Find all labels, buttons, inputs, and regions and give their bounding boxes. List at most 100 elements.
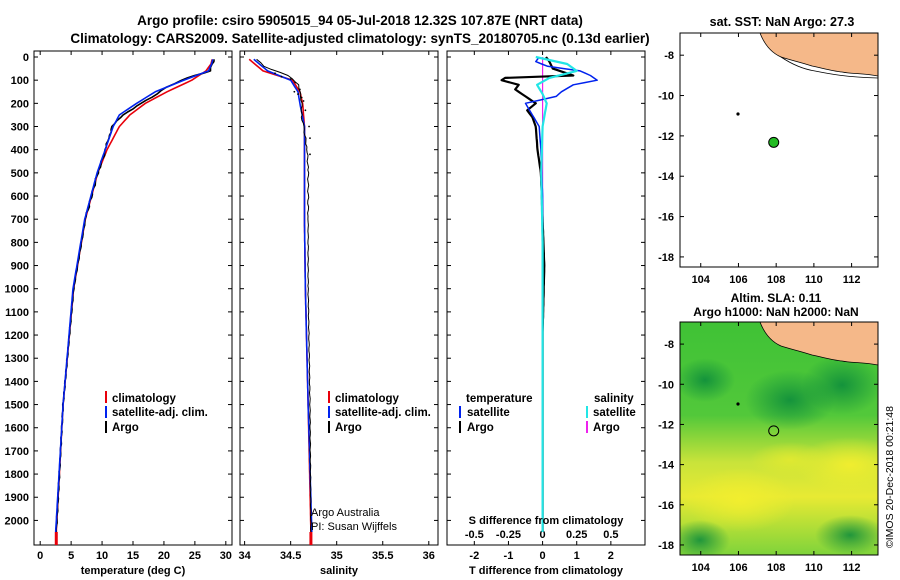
lon-tick-label: 112	[843, 274, 861, 286]
depth-tick-label: 1000	[5, 284, 29, 296]
s-tick-label: 0.25	[566, 529, 587, 541]
lon-tick-label: 104	[692, 274, 711, 286]
legend-salinity-title: salinity	[594, 393, 634, 405]
lat-tick-label: -18	[658, 540, 674, 552]
x-tick-label: 34	[238, 550, 251, 562]
lon-tick-label: 110	[805, 562, 823, 574]
x-tick-label: 5	[68, 550, 74, 562]
lat-tick-label: -12	[658, 419, 674, 431]
lon-tick-label: 106	[729, 274, 747, 286]
difference-legend: temperature satellite Argo salinity sate…	[459, 393, 636, 434]
lat-tick-label: -18	[658, 252, 674, 264]
argo-point	[308, 125, 310, 128]
temperature-plot: 0 5 10 15 20 25 30	[34, 51, 232, 562]
lat-tick-label: -16	[658, 212, 674, 224]
x-tick-label: 10	[96, 550, 108, 562]
t-difference-xlabel: T difference from climatology	[469, 565, 624, 577]
x-tick-label: 35	[331, 550, 343, 562]
title-line-2: Climatology: CARS2009. Satellite-adjuste…	[70, 31, 649, 46]
difference-plot: -2 -1 0 1 2 -0.5 -0.25 0 0.25 0.5	[447, 51, 645, 562]
depth-tick-label: 2000	[5, 515, 29, 527]
argo-point	[304, 109, 307, 112]
depth-tick-label: 800	[11, 237, 29, 249]
depth-tick-label: 500	[11, 168, 29, 180]
x-tick-label: 0	[540, 550, 546, 562]
depth-tick-label: 1300	[5, 353, 29, 365]
island-marker	[736, 112, 740, 116]
satellite-clim-line	[54, 59, 214, 533]
depth-tick-label: 600	[11, 191, 29, 203]
x-tick-label: 20	[158, 550, 170, 562]
argo-point	[302, 100, 305, 102]
legend-climatology-label: climatology	[112, 393, 177, 405]
map1-area	[680, 33, 878, 267]
argo-point	[298, 88, 301, 91]
depth-tick-label: 400	[11, 145, 29, 157]
depth-tick-label: 1500	[5, 400, 29, 412]
lat-tick-label: -16	[658, 500, 674, 512]
s-tick-label: 0	[540, 529, 546, 541]
lat-tick-label: -14	[658, 460, 675, 472]
depth-tick-label: 100	[11, 75, 29, 87]
t-argo-line	[500, 56, 575, 532]
argo-line	[55, 59, 215, 533]
s-satellite-line	[535, 55, 578, 532]
lat-tick-label: -10	[658, 379, 674, 391]
temperature-panel-frame	[33, 50, 233, 546]
java-landmass	[759, 322, 878, 366]
map2-area	[680, 322, 878, 555]
x-tick-label: 35.5	[372, 550, 393, 562]
depth-tick-label: 1900	[5, 492, 29, 504]
s-difference-label: S difference from climatology	[469, 515, 625, 527]
lat-tick-label: -14	[658, 171, 675, 183]
argo-point	[309, 137, 311, 139]
lat-tick-label: -12	[658, 131, 674, 143]
depth-tick-label: 300	[11, 122, 29, 134]
depth-tick-label: 700	[11, 214, 29, 226]
java-landmass	[759, 33, 878, 77]
lon-tick-label: 108	[767, 562, 785, 574]
depth-tick-label: 1200	[5, 330, 29, 342]
x-tick-label: 25	[189, 550, 201, 562]
island-marker	[736, 402, 740, 406]
temperature-xlabel: temperature (deg C)	[81, 565, 186, 577]
argo-point	[289, 78, 292, 80]
argo-point	[274, 72, 276, 75]
lon-tick-label: 108	[767, 274, 785, 286]
lat-tick-label: -8	[664, 50, 674, 62]
imos-credit: ©IMOS 20-Dec-2018 00:21:48	[884, 406, 896, 548]
salinity-legend: climatology satellite-adj. clim. Argo Ar…	[311, 391, 431, 533]
map2-axes: 104 106 108 110 112 -8 -10 -12 -14 -16 -18	[658, 322, 878, 574]
climatology-line	[248, 58, 312, 533]
depth-tick-label: 1800	[5, 469, 29, 481]
argo-point	[293, 90, 296, 93]
depth-tick-label: 1700	[5, 446, 29, 458]
legend-argo-label: Argo	[112, 422, 139, 434]
argo-point	[297, 93, 299, 95]
legend-climatology-label: climatology	[335, 393, 400, 405]
depth-tick-label: 1100	[5, 307, 29, 319]
s-tick-label: -0.25	[496, 529, 521, 541]
argo-line	[256, 58, 312, 533]
depth-axis: 0 100 200 300 400 500 600 700 800 900 1000 1100 1200…	[5, 52, 29, 527]
salinity-panel-frame	[239, 50, 439, 546]
depth-tick-label: 200	[11, 98, 29, 110]
legend-satellite-label: satellite-adj. clim.	[335, 407, 431, 419]
argo-point	[294, 81, 297, 84]
depth-tick-label: 1600	[5, 423, 29, 435]
depth-tick-label: 900	[11, 261, 29, 273]
map2-frame	[679, 321, 879, 556]
s-tick-label: 0.5	[603, 529, 618, 541]
lat-tick-label: -10	[658, 91, 674, 103]
map1-axes: 104 106 108 110 112 -8 -10 -12 -14 -16 -18	[658, 33, 878, 286]
map1-frame	[679, 32, 879, 268]
legend-s-argo-label: Argo	[593, 422, 620, 434]
lon-tick-label: 112	[843, 562, 861, 574]
depth-tick-label: 0	[23, 52, 29, 64]
legend-s-satellite-label: satellite	[593, 407, 636, 419]
x-tick-label: -1	[504, 550, 514, 562]
salinity-plot: 34 34.5 35 35.5 36	[238, 51, 438, 562]
salinity-xlabel: salinity	[320, 565, 359, 577]
depth-tick-label: 1400	[5, 376, 29, 388]
